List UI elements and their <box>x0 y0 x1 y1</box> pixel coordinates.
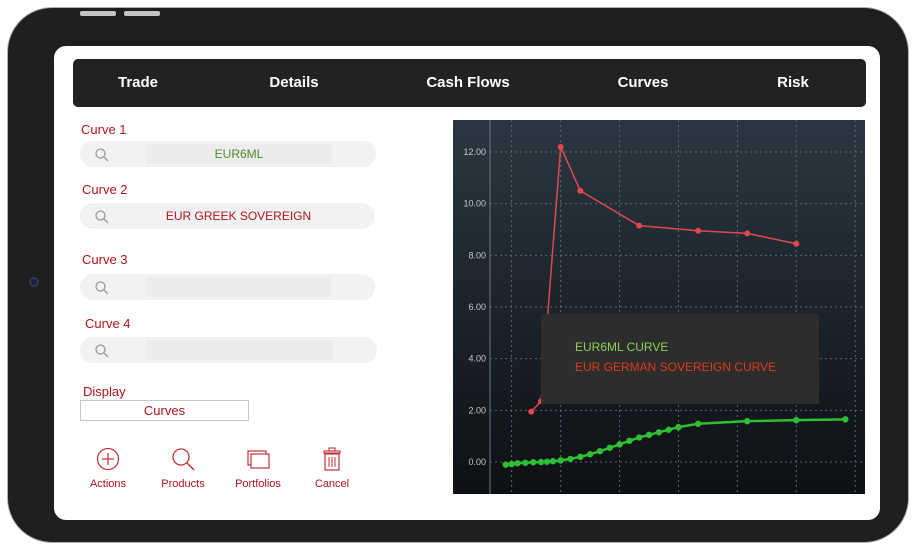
search-icon <box>95 148 109 162</box>
data-point-green <box>502 461 509 468</box>
tab-curves[interactable]: Curves <box>617 74 669 91</box>
folders-icon <box>247 450 270 469</box>
y-tick-label: 6.00 <box>468 302 486 312</box>
data-point-green <box>743 417 751 425</box>
actions-label: Actions <box>89 478 127 490</box>
data-point-red <box>528 408 535 415</box>
curve4-field[interactable] <box>80 337 377 363</box>
data-point-green <box>549 458 557 465</box>
data-point-green <box>645 431 653 439</box>
actions-button[interactable]: Actions <box>73 446 143 498</box>
data-point-green <box>514 460 521 467</box>
search-icon <box>95 344 109 358</box>
cancel-label: Cancel <box>314 478 350 490</box>
y-tick-label: 2.00 <box>468 405 486 415</box>
curve3-value <box>146 277 331 297</box>
curve4-label: Curve 4 <box>85 316 131 331</box>
curve1-field[interactable]: EUR6ML <box>80 141 376 167</box>
chart-background <box>453 120 865 494</box>
cancel-button[interactable]: Cancel <box>297 446 367 498</box>
tab-details[interactable]: Details <box>269 74 319 91</box>
data-point-green <box>793 416 800 424</box>
trash-icon <box>323 447 341 471</box>
data-point-red <box>695 227 702 234</box>
legend-item-eur6ml: EUR6ML CURVE <box>575 340 669 354</box>
curves-chart: 12.00 10.00 8.00 6.00 4.00 2.00 0.00 EUR6ML CU… <box>453 120 865 494</box>
products-label: Products <box>161 478 205 490</box>
data-point-green <box>626 437 633 445</box>
tab-cash-flows[interactable]: Cash Flows <box>426 74 510 91</box>
data-point-green <box>675 423 682 431</box>
data-point-green <box>596 447 604 455</box>
data-point-green <box>508 460 515 468</box>
data-point-green <box>529 459 537 466</box>
data-point-green <box>577 453 584 461</box>
curve4-value <box>146 340 333 360</box>
legend-item-german-sovereign: EUR GERMAN SOVEREIGN CURVE <box>575 360 777 374</box>
data-point-green <box>557 457 564 464</box>
tab-trade[interactable]: Trade <box>117 74 159 91</box>
curve2-field[interactable]: EUR GREEK SOVEREIGN <box>80 203 375 229</box>
tab-risk[interactable]: Risk <box>777 74 809 91</box>
chart-svg: 12.00 10.00 8.00 6.00 4.00 2.00 0.00 <box>453 120 865 494</box>
data-point-red <box>744 230 751 237</box>
data-point-red <box>636 222 643 229</box>
data-point-green <box>665 426 672 433</box>
app-screen: Trade Details Cash Flows Curves Risk Cur… <box>54 46 880 520</box>
data-point-green <box>567 455 574 463</box>
data-point-green <box>636 434 643 441</box>
curve1-value: EUR6ML <box>146 144 332 164</box>
display-select[interactable]: Curves <box>80 400 249 421</box>
y-tick-label: 10.00 <box>463 199 486 209</box>
search-icon <box>95 210 109 224</box>
camera-icon <box>29 277 39 287</box>
data-point-green <box>586 451 594 458</box>
data-point-green <box>616 441 623 448</box>
y-tick-label: 4.00 <box>468 354 486 364</box>
data-point-green <box>842 416 849 423</box>
tab-bar: Trade Details Cash Flows Curves Risk <box>73 59 866 107</box>
products-button[interactable]: Products <box>148 446 218 498</box>
data-point-green <box>537 458 545 466</box>
curve1-label: Curve 1 <box>81 122 127 137</box>
data-point-green <box>543 458 551 465</box>
curve2-label: Curve 2 <box>82 182 128 197</box>
curve3-label: Curve 3 <box>82 252 128 267</box>
chart-legend: EUR6ML CURVE EUR GERMAN SOVEREIGN CURVE <box>541 314 819 404</box>
portfolios-button[interactable]: Portfolios <box>223 446 293 498</box>
curve3-field[interactable] <box>80 274 375 300</box>
data-point-green <box>694 420 702 427</box>
volume-button <box>80 11 116 16</box>
portfolios-label: Portfolios <box>235 478 281 490</box>
display-label: Display <box>83 384 126 399</box>
data-point-green <box>606 444 613 451</box>
y-tick-label: 12.00 <box>463 147 486 157</box>
data-point-green <box>655 429 663 436</box>
search-icon <box>172 448 195 471</box>
data-point-red <box>793 240 800 247</box>
data-point-green <box>522 459 529 466</box>
y-tick-label: 0.00 <box>468 457 486 467</box>
data-point-red <box>557 143 564 150</box>
curve2-value: EUR GREEK SOVEREIGN <box>165 209 312 223</box>
y-tick-label: 8.00 <box>468 250 486 260</box>
search-icon <box>95 281 109 295</box>
power-button <box>124 11 160 16</box>
data-point-red <box>577 187 584 194</box>
plus-circle-icon <box>96 447 120 471</box>
tablet-frame: Trade Details Cash Flows Curves Risk Cur… <box>8 8 908 542</box>
